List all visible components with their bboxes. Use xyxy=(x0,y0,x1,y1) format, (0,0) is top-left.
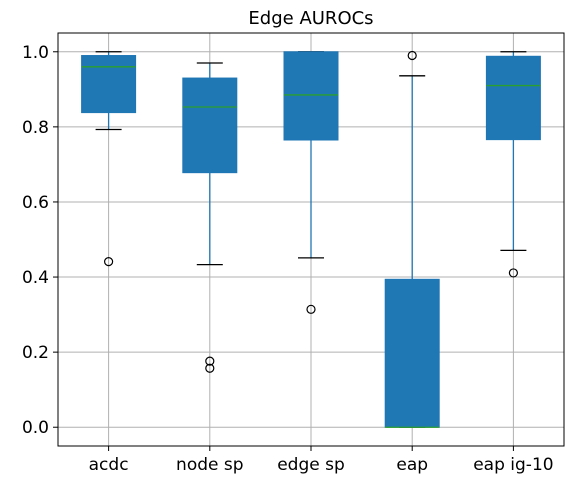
outlier-point xyxy=(205,356,215,366)
box-iqr xyxy=(283,51,339,141)
outlier-point xyxy=(103,257,114,267)
outlier-point xyxy=(205,363,215,373)
boxes xyxy=(81,50,541,428)
x-tick-label: node sp xyxy=(176,455,243,475)
box-iqr xyxy=(81,55,137,114)
y-tick-label: 0.0 xyxy=(22,418,49,438)
box-group xyxy=(81,51,137,267)
box-group xyxy=(485,51,541,278)
outlier-point xyxy=(508,268,519,278)
box-group xyxy=(283,51,339,314)
x-tick-label: eap ig-10 xyxy=(473,455,553,475)
box-iqr xyxy=(182,77,238,174)
chart-title: Edge AUROCs xyxy=(248,8,373,29)
x-tick-label: edge sp xyxy=(277,455,345,475)
y-tick-label: 0.6 xyxy=(22,193,49,213)
outlier-point xyxy=(407,50,417,61)
y-tick-label: 0.2 xyxy=(22,343,49,363)
y-tick-label: 0.8 xyxy=(22,118,49,138)
outlier-point xyxy=(306,304,316,314)
box-iqr xyxy=(384,278,440,428)
box-iqr xyxy=(485,55,541,141)
box-group xyxy=(384,50,440,428)
plot-area-frame xyxy=(57,32,565,447)
tick-labels: 0.0 0.2 0.4 0.6 0.8 1.0 acdc node sp edge sp eap e… xyxy=(22,43,554,475)
x-tick-label: acdc xyxy=(89,455,129,475)
box-group xyxy=(182,62,238,373)
y-tick-label: 0.4 xyxy=(22,268,49,288)
x-tick-label: eap xyxy=(396,455,428,475)
y-tick-label: 1.0 xyxy=(22,43,49,63)
